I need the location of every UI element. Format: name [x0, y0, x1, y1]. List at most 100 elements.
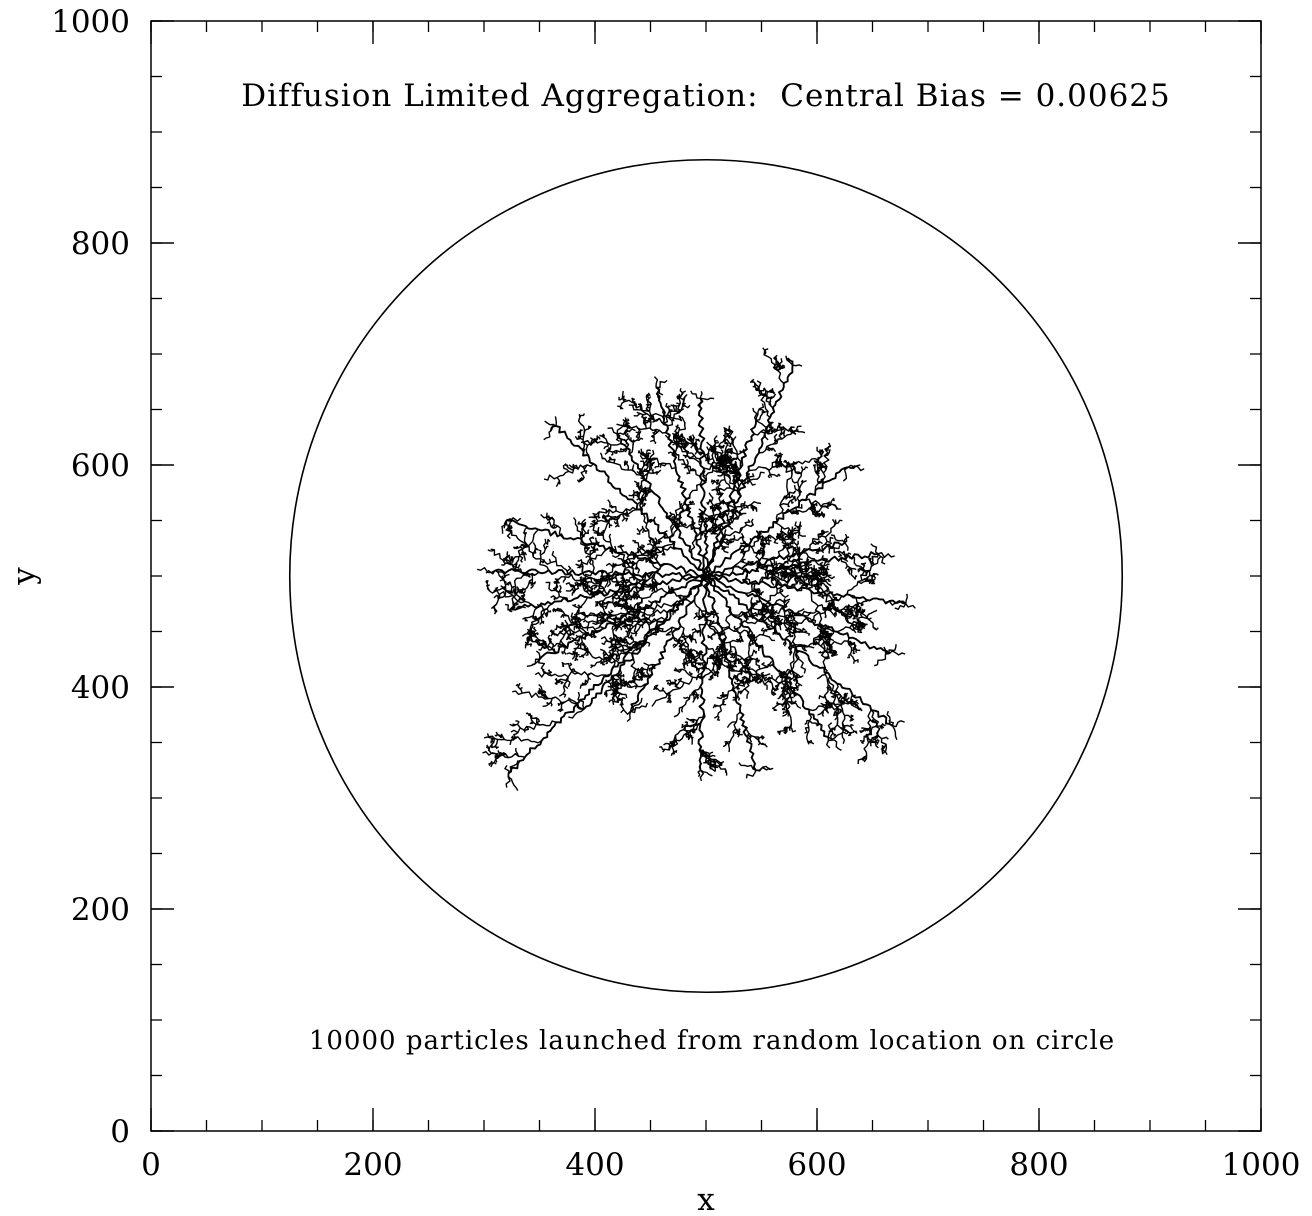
aggregate-branch — [527, 573, 531, 578]
aggregate-branch — [650, 530, 668, 551]
aggregate-branch — [678, 643, 685, 647]
aggregate-branch — [644, 421, 649, 426]
aggregate-branch — [672, 600, 678, 616]
aggregate-branch — [645, 464, 650, 472]
aggregate-branch — [776, 591, 789, 598]
aggregate-branch — [498, 751, 504, 756]
aggregate-branch — [709, 506, 714, 510]
aggregate-branch — [633, 412, 648, 417]
aggregate-branch — [764, 683, 768, 690]
aggregate-branch — [779, 695, 782, 698]
aggregate-branch — [785, 355, 794, 366]
aggregate-branch — [702, 474, 706, 478]
aggregate-branch — [697, 769, 701, 778]
aggregate-branch — [648, 583, 652, 588]
aggregate-branch — [778, 422, 782, 428]
aggregate-branch — [639, 403, 643, 411]
aggregate-branch — [485, 570, 496, 575]
aggregate-branch — [652, 417, 660, 423]
aggregate-branch — [581, 563, 584, 573]
aggregate-branch — [520, 687, 523, 691]
aggregate-branch — [655, 386, 664, 396]
aggregate-branch — [616, 419, 627, 434]
aggregate-branch — [622, 398, 627, 403]
aggregate-branch — [869, 578, 873, 582]
aggregate-branch — [781, 686, 791, 693]
aggregate-branch — [847, 464, 861, 468]
aggregate-branch — [781, 539, 787, 548]
aggregate-branch — [629, 560, 634, 565]
aggregate-branch — [645, 403, 650, 409]
aggregate-branch — [754, 387, 760, 391]
aggregate-branch — [771, 605, 775, 611]
aggregate-branch — [655, 379, 668, 389]
aggregate-branch — [737, 690, 743, 695]
aggregate-branch — [716, 526, 720, 532]
aggregate-branch — [826, 536, 834, 543]
aggregate-branch — [676, 402, 682, 411]
aggregate-branch — [766, 390, 770, 397]
aggregate-branch — [745, 769, 757, 779]
aggregate-branch — [501, 562, 509, 566]
aggregate-branch — [733, 625, 737, 630]
aggregate-branch — [665, 414, 670, 419]
aggregate-branch — [682, 396, 686, 400]
aggregate-branch — [797, 558, 801, 565]
aggregate-branch — [705, 575, 829, 738]
aggregate-branch — [614, 545, 637, 576]
aggregate-branch — [607, 517, 612, 528]
aggregate-branch — [513, 732, 519, 738]
aggregate-branch — [591, 519, 597, 526]
aggregate-branch — [816, 547, 821, 551]
aggregate-branch — [832, 732, 837, 737]
aggregate-branch — [852, 646, 856, 650]
aggregate-branch — [600, 569, 605, 574]
aggregate-branch — [563, 683, 569, 690]
aggregate-branch — [645, 669, 650, 678]
aggregate-branch — [847, 732, 853, 737]
aggregate-branch — [594, 580, 598, 583]
aggregate-branch — [778, 452, 783, 456]
aggregate-branch — [794, 547, 801, 551]
aggregate-branch — [612, 692, 618, 697]
aggregate-branch — [657, 625, 663, 633]
aggregate-branch — [669, 699, 672, 703]
aggregate-branch — [858, 707, 863, 712]
aggregate-branch — [744, 579, 748, 584]
aggregate-branch — [726, 721, 737, 728]
aggregate-branch — [567, 697, 584, 710]
aggregate-branch — [782, 688, 786, 693]
aggregate-branch — [544, 612, 549, 617]
aggregate-branch — [871, 581, 876, 585]
aggregate-branch — [730, 500, 735, 504]
aggregate-branch — [715, 479, 720, 485]
aggregate-branch — [624, 517, 629, 522]
aggregate-branch — [592, 541, 598, 546]
aggregate-branch — [779, 589, 784, 594]
aggregate-branch — [625, 433, 629, 437]
aggregate-branch — [791, 700, 797, 705]
aggregate-branch — [673, 669, 678, 672]
aggregate-branch — [892, 720, 905, 728]
aggregate-branch — [603, 442, 609, 450]
aggregate-branch — [690, 734, 694, 739]
aggregate-branch — [524, 606, 539, 649]
aggregate-branch — [541, 558, 545, 562]
aggregate-branch — [755, 766, 771, 771]
aggregate-branch — [585, 529, 590, 535]
aggregate-branch — [676, 424, 681, 431]
aggregate-branch — [592, 511, 600, 519]
aggregate-branch — [857, 608, 861, 614]
aggregate-branch — [632, 492, 640, 499]
aggregate-branch — [735, 476, 740, 487]
aggregate-branch — [595, 614, 612, 630]
aggregate-branch — [553, 633, 558, 637]
aggregate-branch — [539, 689, 547, 695]
aggregate-branch — [645, 395, 650, 413]
aggregate-branch — [606, 448, 611, 452]
aggregate-branch — [822, 567, 826, 575]
aggregate-branch — [545, 516, 555, 521]
aggregate-branch — [709, 655, 717, 660]
aggregate-branch — [647, 550, 652, 558]
